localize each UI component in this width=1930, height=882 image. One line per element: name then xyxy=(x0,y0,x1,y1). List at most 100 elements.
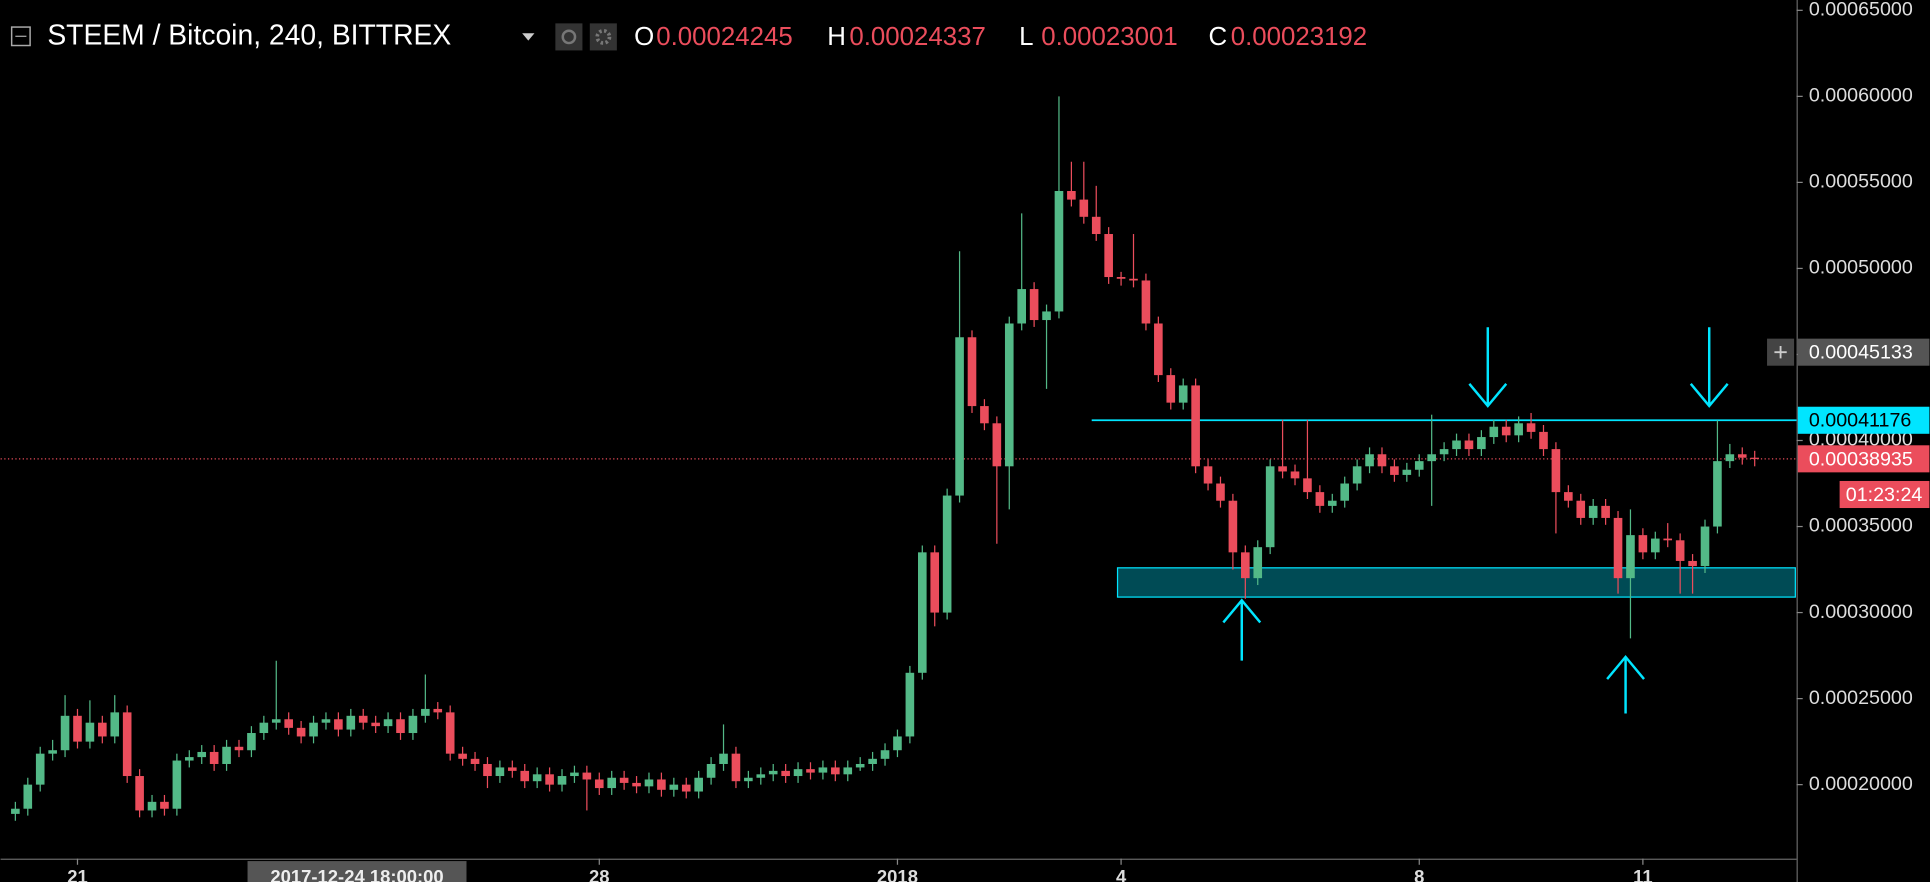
candle-body xyxy=(1340,483,1350,501)
candle-body xyxy=(1613,517,1623,579)
y-tick-label: 0.00025000 xyxy=(1809,687,1913,709)
candle-body xyxy=(445,712,455,754)
candle-body xyxy=(1042,311,1051,321)
candle-body xyxy=(1290,471,1300,479)
y-tick-label: 0.00040000 xyxy=(1809,429,1913,451)
gear-icon xyxy=(595,28,612,45)
candle-body xyxy=(1265,466,1275,548)
candle-body xyxy=(1675,540,1685,561)
candle-body xyxy=(1377,454,1387,467)
candle-body xyxy=(1452,440,1461,450)
candle-body xyxy=(532,774,542,782)
candle-body xyxy=(1526,423,1536,432)
candle-body xyxy=(1154,323,1163,376)
candle-body xyxy=(1414,461,1424,470)
candle-body xyxy=(942,495,952,613)
arrow-down xyxy=(1689,327,1729,408)
candle-body xyxy=(1166,375,1176,403)
crosshair-price-box xyxy=(1797,338,1930,366)
ohlc-value: 0.00024337 xyxy=(849,23,985,51)
symbol-title[interactable]: STEEM / Bitcoin, 240, BITTREX xyxy=(47,18,451,50)
candle-body xyxy=(60,715,70,751)
candle-body xyxy=(1663,538,1673,541)
candle-body xyxy=(1116,277,1126,279)
candle-body xyxy=(135,776,144,811)
ohlc-value: 0.00024245 xyxy=(656,23,792,51)
candle-body xyxy=(694,777,703,792)
candle-body xyxy=(358,715,368,723)
x-tick-label: 28 xyxy=(589,866,610,882)
arrow-up xyxy=(1606,654,1645,714)
add-level-icon xyxy=(1774,346,1787,359)
ohlc-label: O xyxy=(634,23,654,51)
candle-body xyxy=(1700,526,1710,567)
candle-body xyxy=(1514,423,1523,436)
crosshair-time-box xyxy=(247,861,467,882)
y-tick-label: 0.00035000 xyxy=(1809,515,1913,537)
candle-body xyxy=(520,770,530,782)
candle-body xyxy=(831,767,840,775)
candle-body xyxy=(1651,538,1660,553)
candle-body xyxy=(408,715,418,734)
crosshair-time-label: 2017-12-24 18:00:00 xyxy=(270,866,443,882)
candle-body xyxy=(1750,457,1760,459)
candle-body xyxy=(1352,466,1362,484)
candle-body xyxy=(793,769,803,777)
ohlc-label: C xyxy=(1209,23,1228,51)
candle-body xyxy=(818,767,828,773)
candle-body xyxy=(383,719,393,727)
crosshair-price-label: 0.00045133 xyxy=(1809,342,1913,364)
candle-body xyxy=(980,406,989,424)
x-tick-label: 8 xyxy=(1414,866,1424,882)
settings-button[interactable] xyxy=(589,23,617,51)
y-tick-label: 0.00020000 xyxy=(1809,773,1913,795)
candle-body xyxy=(259,722,269,734)
candle-body xyxy=(1303,478,1312,493)
dropdown-caret[interactable] xyxy=(522,33,535,41)
candle-body xyxy=(421,708,430,716)
candle-body xyxy=(1054,190,1064,312)
ohlc-value: 0.00023001 xyxy=(1041,23,1177,51)
header[interactable]: STEEM / Bitcoin, 240, BITTREX xyxy=(10,18,617,51)
candle-body xyxy=(23,784,33,809)
candle-body xyxy=(657,779,666,790)
candle-body xyxy=(433,708,443,713)
ohlc-label: H xyxy=(827,23,846,51)
candle-body xyxy=(843,767,853,775)
x-tick-label: 2018 xyxy=(877,866,918,882)
candle-body xyxy=(917,552,927,673)
collapse-button[interactable] xyxy=(10,26,31,47)
support-zone xyxy=(1116,567,1796,598)
candle-body xyxy=(85,722,95,742)
candle-body xyxy=(545,774,554,785)
candle-body xyxy=(396,719,405,734)
candle-body xyxy=(731,753,741,782)
x-tick-label: 4 xyxy=(1116,866,1127,882)
candle-body xyxy=(1104,234,1113,278)
candle-body xyxy=(1029,289,1039,321)
candle-body xyxy=(1501,426,1511,436)
candle-body xyxy=(1390,466,1399,475)
candle-body xyxy=(1079,199,1089,217)
eye-button[interactable] xyxy=(555,23,583,51)
candle-body xyxy=(632,782,641,787)
candle-body xyxy=(756,774,766,778)
candle-body xyxy=(271,719,281,723)
candle-body xyxy=(1216,483,1225,501)
candle-body xyxy=(619,777,629,783)
candle-body xyxy=(122,712,132,777)
countdown-label: 01:23:24 xyxy=(1846,484,1923,506)
candle-body xyxy=(1489,426,1499,438)
candle-body xyxy=(1241,552,1250,579)
candle-body xyxy=(98,722,107,737)
candle-body xyxy=(1203,466,1213,484)
candle-body xyxy=(1004,323,1014,467)
ohlc-value: 0.00023192 xyxy=(1231,23,1367,51)
candle-body xyxy=(110,712,120,737)
candle-body xyxy=(1253,547,1263,579)
candle-body xyxy=(570,772,579,777)
candle-body xyxy=(1576,500,1586,518)
candle-body xyxy=(458,753,467,759)
